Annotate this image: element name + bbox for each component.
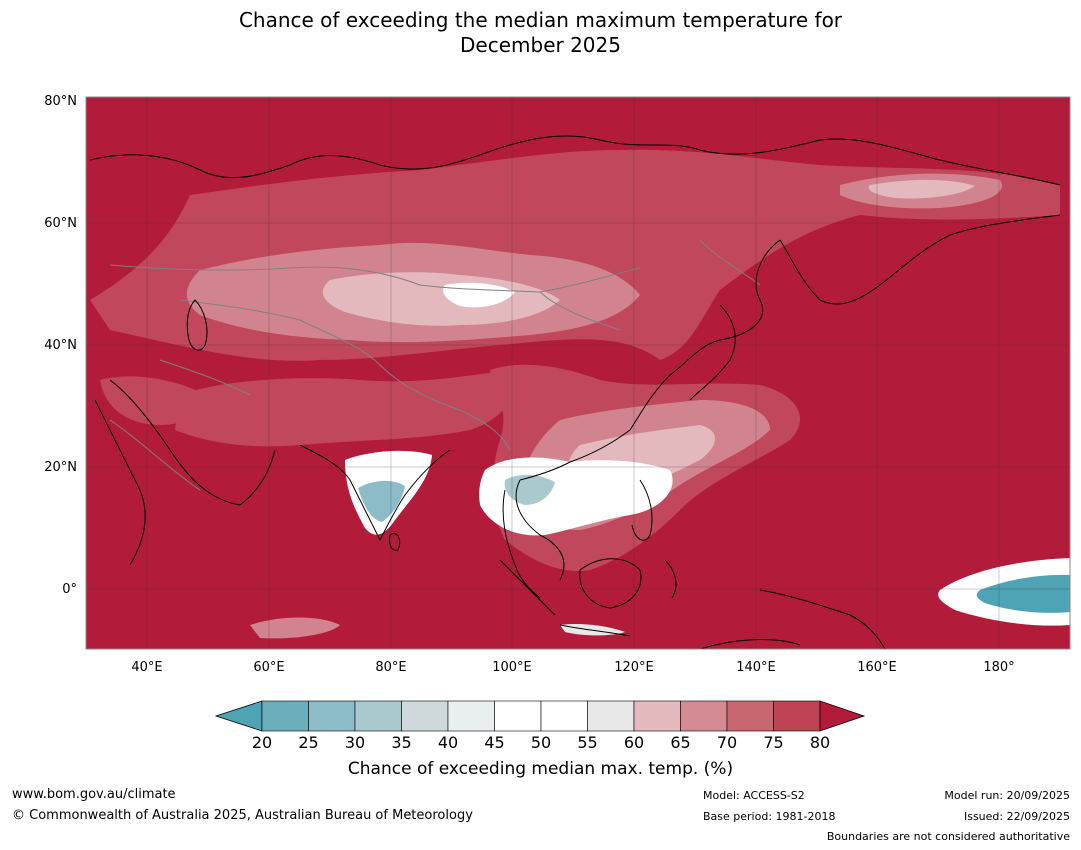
zone-tibet-mid <box>175 370 513 447</box>
lat-label-60n: 60°N <box>44 216 77 231</box>
lon-label-160e: 160°E <box>857 660 897 675</box>
colorbar-tick-label: 35 <box>391 733 412 752</box>
colorbar-segment <box>680 700 728 732</box>
colorbar <box>214 700 866 732</box>
lon-label-120e: 120°E <box>614 660 654 675</box>
title-line-2: December 2025 <box>460 33 621 57</box>
colorbar-segment <box>633 700 681 732</box>
colorbar-low-arrow <box>214 700 263 732</box>
colorbar-tick-label: 30 <box>344 733 366 752</box>
colorbar-tick-label: 20 <box>251 733 273 752</box>
colorbar-segment <box>540 700 588 732</box>
colorbar-segment <box>401 700 449 732</box>
lon-label-140e: 140°E <box>736 660 776 675</box>
colorbar-segment <box>447 700 495 732</box>
lon-label-40e: 40°E <box>131 660 163 675</box>
colorbar-tick-label: 75 <box>763 733 784 752</box>
lat-label-20n: 20°N <box>44 460 77 475</box>
colorbar-segment <box>494 700 542 732</box>
map-frame <box>85 96 1071 650</box>
colorbar-segment <box>308 700 356 732</box>
colorbar-tick-label: 55 <box>577 733 598 752</box>
colorbar-segment <box>773 700 821 732</box>
colorbar-tick-label: 25 <box>298 733 319 752</box>
colorbar-segment <box>354 700 402 732</box>
colorbar-tick-label: 80 <box>809 733 831 752</box>
lon-label-80e: 80°E <box>375 660 407 675</box>
lon-label-100e: 100°E <box>492 660 532 675</box>
colorbar-tick-label: 70 <box>716 733 738 752</box>
footer-issued: Issued: 22/09/2025 <box>963 810 1070 823</box>
lat-label-40n: 40°N <box>44 338 77 353</box>
zone-central-asia-lighter <box>322 272 560 326</box>
lon-label-180: 180° <box>983 660 1015 675</box>
footer-model-run: Model run: 20/09/2025 <box>944 789 1070 802</box>
zone-indonesia-light <box>250 617 340 639</box>
colorbar-segment <box>587 700 635 732</box>
colorbar-tick-label: 45 <box>484 733 505 752</box>
map-title: Chance of exceeding the median maximum t… <box>0 8 1081 58</box>
colorbar-high-arrow <box>819 700 866 732</box>
zone-indochina-blue <box>504 474 555 505</box>
zone-pacific-blue <box>976 574 1070 613</box>
footer-url[interactable]: www.bom.gov.au/climate <box>12 787 176 802</box>
footer-base-period: Base period: 1981-2018 <box>703 810 836 823</box>
colorbar-tick-label: 60 <box>623 733 645 752</box>
footer-disclaimer: Boundaries are not considered authoritat… <box>826 830 1070 843</box>
footer-model: Model: ACCESS-S2 <box>703 789 805 802</box>
zone-ne-siberia-lighter <box>868 179 975 199</box>
colorbar-tick-label: 40 <box>437 733 459 752</box>
colorbar-tick-label: 65 <box>670 733 691 752</box>
lat-label-80n: 80°N <box>44 94 77 109</box>
lat-label-0: 0° <box>62 582 77 597</box>
colorbar-label: Chance of exceeding median max. temp. (%… <box>347 759 734 779</box>
colorbar-segment <box>726 700 774 732</box>
lon-label-60e: 60°E <box>253 660 285 675</box>
coastlines <box>89 135 1061 649</box>
zone-arabia-mid <box>100 376 203 425</box>
title-line-1: Chance of exceeding the median maximum t… <box>238 8 843 32</box>
colorbar-segment <box>261 700 309 732</box>
colorbar-tick-label: 50 <box>530 733 552 752</box>
footer-copyright: © Commonwealth of Australia 2025, Austra… <box>12 808 473 823</box>
zone-india-blue <box>358 480 405 522</box>
